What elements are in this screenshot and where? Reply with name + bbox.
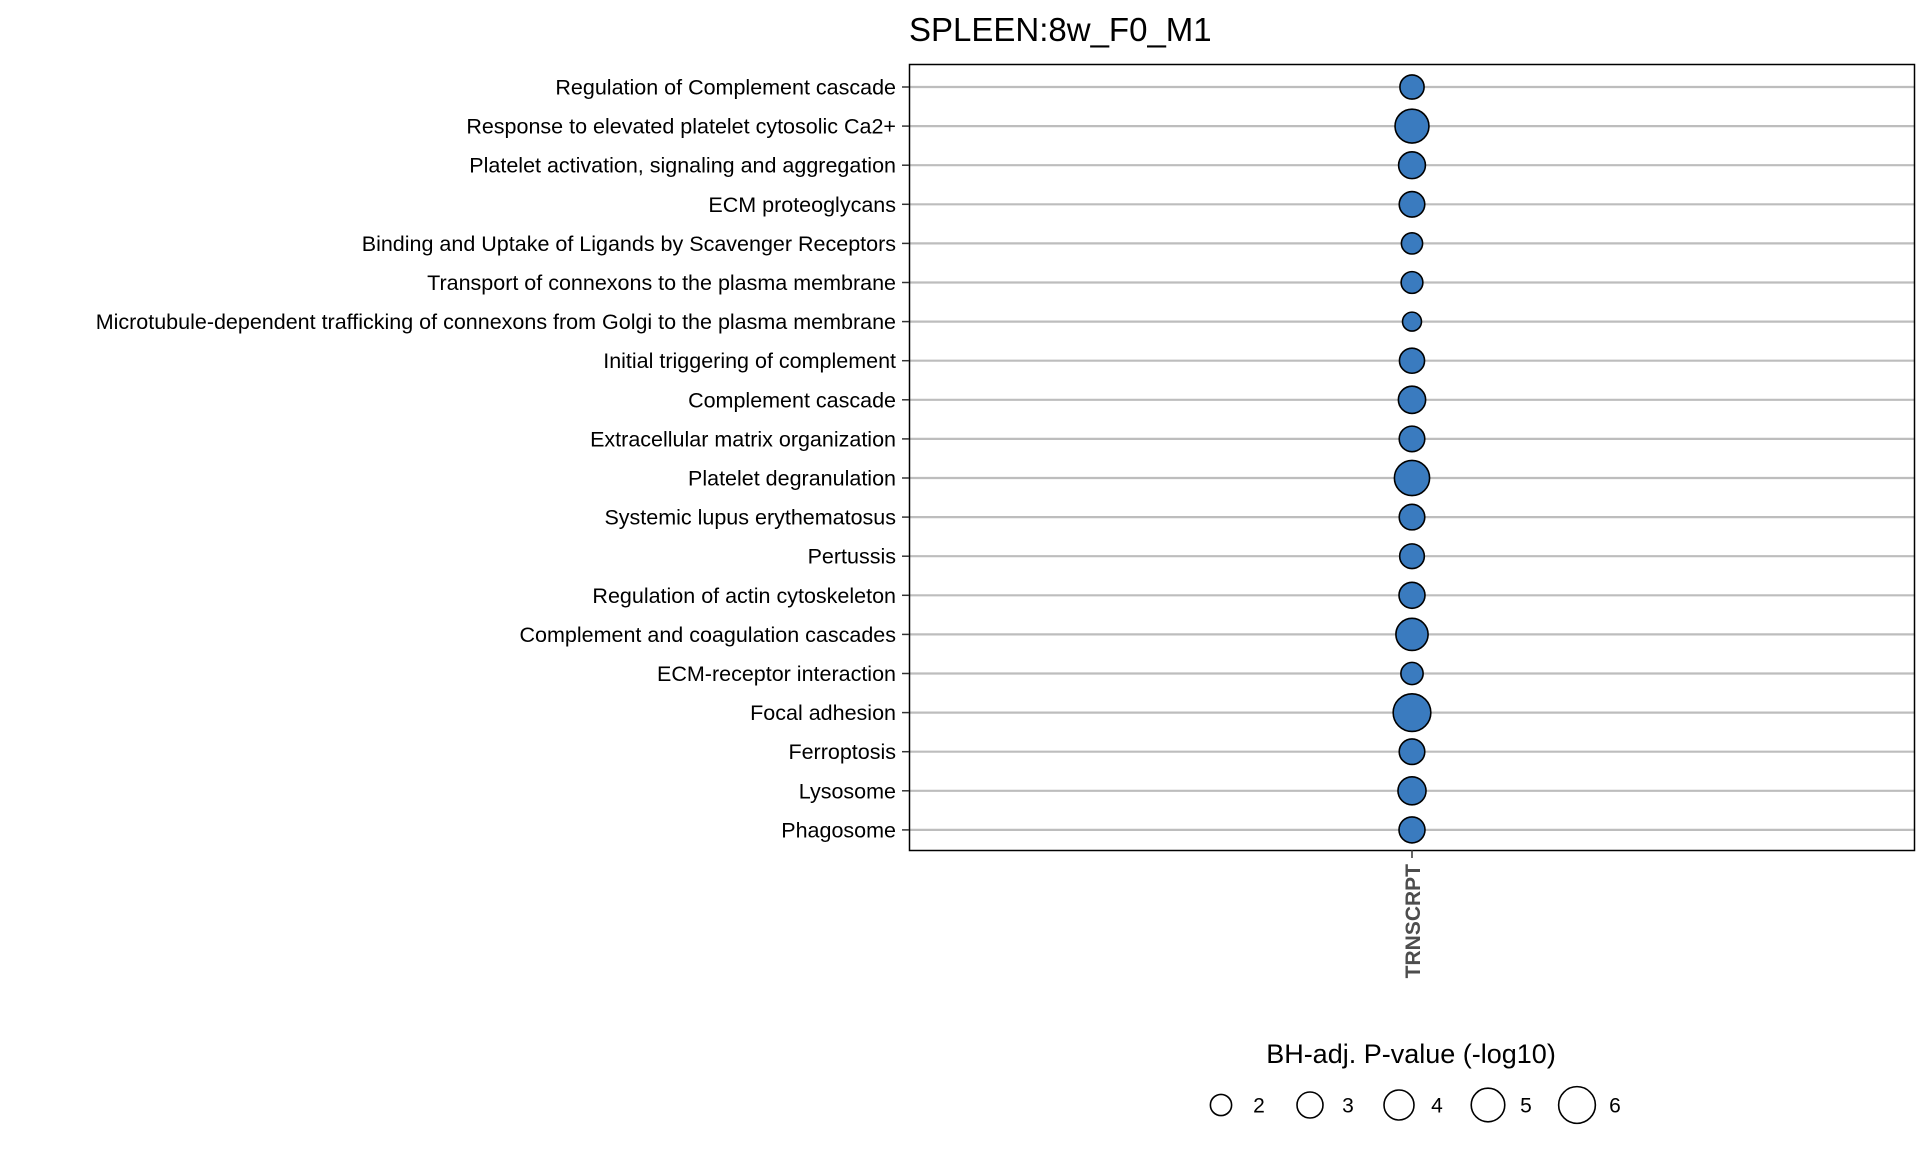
data-point: [1398, 503, 1426, 531]
data-point: [1397, 775, 1427, 806]
y-tick-label: Platelet activation, signaling and aggre…: [469, 154, 896, 178]
y-tick-label: Transport of connexons to the plasma mem…: [427, 271, 896, 295]
legend-label: 3: [1342, 1095, 1354, 1118]
legend-key: [1470, 1087, 1506, 1123]
data-point: [1400, 661, 1424, 686]
y-tick-label: Ferroptosis: [788, 740, 896, 764]
data-point: [1397, 150, 1427, 180]
data-point: [1397, 385, 1427, 415]
data-point: [1398, 543, 1426, 570]
y-tick-label: Phagosome: [781, 818, 896, 842]
x-axis: TRNSCRPT: [1402, 850, 1425, 978]
legend-key: [1209, 1093, 1233, 1117]
legend-label: 6: [1609, 1095, 1621, 1118]
data-point: [1393, 459, 1431, 497]
data-point: [1398, 816, 1426, 844]
x-tick-label: TRNSCRPT: [1402, 864, 1425, 979]
data-point: [1400, 270, 1424, 295]
plot-panel: [908, 63, 1916, 852]
y-tick-label: Binding and Uptake of Ligands by Scaveng…: [362, 232, 896, 256]
data-point: [1398, 347, 1426, 375]
data-point: [1401, 311, 1423, 332]
legend-title: BH-adj. P-value (-log10): [1266, 1039, 1556, 1069]
y-tick-label: ECM proteoglycans: [708, 193, 896, 217]
y-tick-label: Regulation of actin cytoskeleton: [592, 584, 896, 608]
y-tick-label: Extracellular matrix organization: [590, 427, 896, 451]
legend-label: 5: [1520, 1095, 1532, 1118]
data-point: [1399, 74, 1425, 100]
y-tick-label: Regulation of Complement cascade: [555, 76, 896, 100]
y-tick-label: Focal adhesion: [750, 701, 896, 725]
legend-items: 2 3 4 5 6: [1209, 1085, 1621, 1125]
y-tick-label: Complement cascade: [688, 388, 896, 412]
chart-title: SPLEEN:8w_F0_M1: [909, 11, 1212, 48]
data-point: [1392, 692, 1432, 733]
y-tick-label: Response to elevated platelet cytosolic …: [466, 115, 896, 139]
y-axis: Regulation of Complement cascade Response…: [96, 76, 909, 842]
data-point: [1398, 738, 1426, 766]
y-tick-label: Complement and coagulation cascades: [520, 623, 896, 647]
data-point: [1395, 617, 1429, 652]
data-point: [1398, 581, 1426, 610]
size-legend: BH-adj. P-value (-log10) 2 3 4 5 6: [1209, 1039, 1621, 1125]
y-tick-label: ECM-receptor interaction: [657, 662, 896, 686]
y-tick-label: Microtubule-dependent trafficking of con…: [96, 310, 896, 334]
data-point: [1398, 425, 1426, 453]
y-tick-label: Initial triggering of complement: [603, 349, 896, 373]
data-point: [1394, 108, 1430, 144]
y-tick-label: Platelet degranulation: [688, 467, 896, 491]
y-tick-label: Pertussis: [808, 545, 896, 569]
legend-key: [1383, 1089, 1415, 1121]
legend-label: 2: [1253, 1095, 1265, 1118]
y-tick-label: Systemic lupus erythematosus: [604, 506, 896, 530]
data-point: [1400, 231, 1424, 255]
legend-label: 4: [1431, 1095, 1443, 1118]
data-point: [1398, 190, 1426, 218]
legend-key: [1296, 1091, 1324, 1119]
legend-key: [1557, 1085, 1597, 1125]
data-points: [1392, 74, 1432, 844]
y-tick-label: Lysosome: [799, 779, 896, 803]
